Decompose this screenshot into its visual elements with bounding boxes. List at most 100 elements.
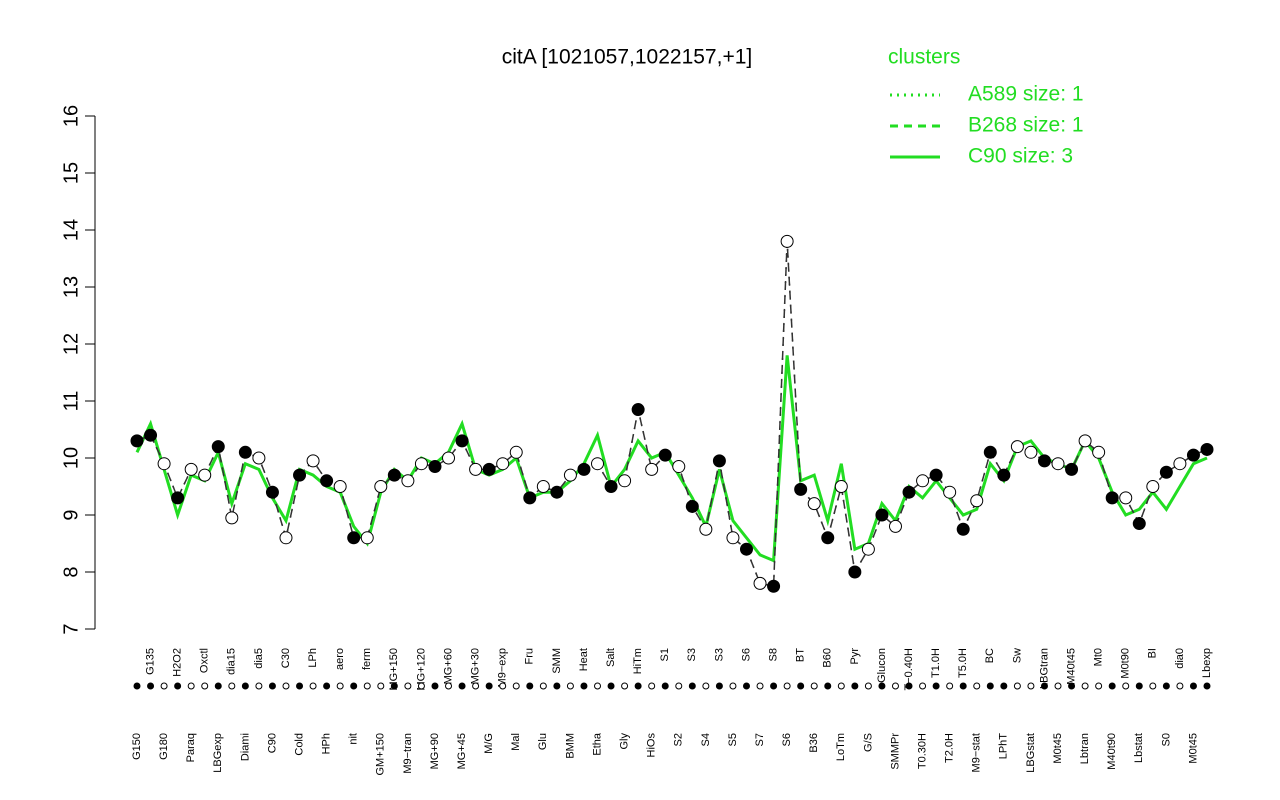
y-tick-label: 12 [60,333,82,355]
x-tick-label: T0.30H [916,733,928,769]
data-point [455,434,469,448]
data-point [807,497,821,511]
label-marker [648,682,656,690]
label-marker [715,682,723,690]
label-marker [607,682,615,690]
x-tick-label: M9−exp [497,648,509,687]
data-point [306,454,320,468]
label-marker [824,682,832,690]
label-marker [241,682,249,690]
data-point [970,494,984,508]
label-marker [851,682,859,690]
data-point [712,454,726,468]
x-tick-label: aero [334,648,346,670]
label-marker [201,682,209,690]
data-point [1065,462,1079,476]
data-point [225,511,239,525]
label-marker [688,682,696,690]
x-tick-label: Oxctl [199,648,211,673]
x-tick-label: S2 [673,733,685,746]
label-marker [905,682,913,690]
x-tick-label: T2.0H [944,733,956,763]
label-marker [1095,682,1103,690]
label-marker [1122,682,1130,690]
data-point [428,460,442,474]
label-marker [1203,682,1211,690]
label-marker [1162,682,1170,690]
label-marker [458,682,466,690]
data-point [834,480,848,493]
series-line [136,241,1208,588]
y-tick-label: 15 [60,162,82,184]
data-point [1146,480,1160,493]
label-marker [553,682,561,690]
data-point [739,542,753,556]
data-point [401,474,415,488]
x-tick-label: Gly [619,733,631,750]
label-marker [1081,682,1089,690]
x-tick-label: T5.0H [957,648,969,678]
label-marker [309,682,317,690]
data-point [577,462,591,476]
data-point [956,522,970,536]
label-marker [959,682,967,690]
data-point [496,457,510,471]
x-tick-label: M0t45 [1187,733,1199,764]
x-tick-label: M0t45 [1052,733,1064,764]
x-tick-label: S4 [700,733,712,746]
x-tick-label: HiOs [646,733,658,758]
label-marker [390,682,398,690]
data-point [550,485,564,499]
x-tick-label: BMM [564,733,576,759]
data-point [130,434,144,448]
y-tick-label: 11 [60,391,82,412]
x-tick-label: S6 [740,648,752,661]
label-marker [296,682,304,690]
x-tick-label: MG+30 [470,648,482,684]
data-point [265,485,279,499]
label-marker [810,682,818,690]
x-tick-label: dia15 [226,648,238,675]
x-tick-label: Glucon [876,648,888,683]
y-tick-label: 9 [60,509,82,520]
label-marker [539,682,547,690]
label-marker [404,682,412,690]
x-tick-label: Paraq [185,733,197,762]
data-point [997,468,1011,482]
x-tick-label: Sw [1011,648,1023,663]
label-marker [1068,682,1076,690]
data-point [1092,445,1106,459]
label-marker [445,682,453,690]
data-point [211,440,225,454]
legend-title: clusters [888,46,960,69]
label-marker [566,682,574,690]
y-tick-label: 14 [60,219,82,241]
x-tick-label: dia5 [253,648,265,669]
data-point [184,462,198,476]
data-point [1105,491,1119,505]
y-tick-label: 8 [60,566,82,577]
y-tick-label: 16 [60,105,82,127]
data-point [794,482,808,496]
label-marker [661,682,669,690]
data-point [469,462,483,476]
data-point [293,468,307,482]
legend-label: C90 size: 3 [968,145,1073,168]
x-tick-label: T−0.40H [903,648,915,691]
x-tick-label: Mal [510,733,522,751]
data-point [753,576,767,590]
label-marker [1027,682,1035,690]
label-marker [919,682,927,690]
label-marker [147,682,155,690]
y-tick-label: 7 [60,623,82,634]
data-point [387,468,401,482]
label-marker [472,682,480,690]
data-point [631,403,645,417]
x-tick-label: M40t45 [1065,648,1077,685]
x-tick-label: LBGstat [1025,733,1037,773]
label-marker [133,682,141,690]
x-tick-label: ferm [361,648,373,670]
x-tick-label: C90 [266,733,278,753]
label-marker [797,682,805,690]
x-tick-label: B60 [822,648,834,668]
